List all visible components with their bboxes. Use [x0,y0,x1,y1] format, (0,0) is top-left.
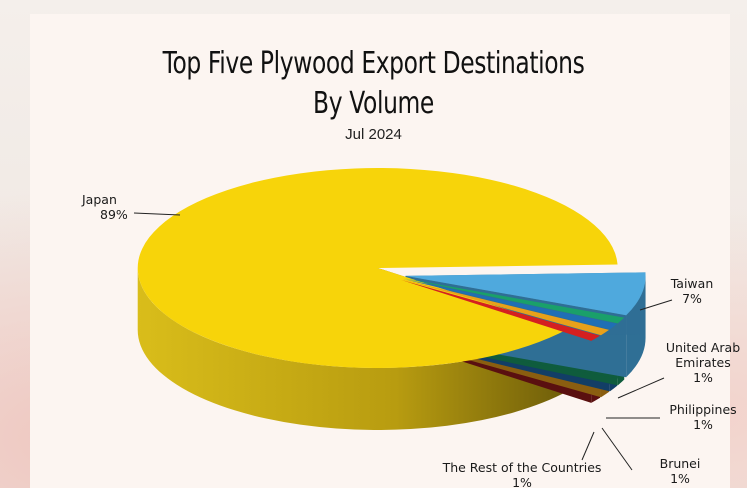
label-value: 1% [670,471,690,486]
label-taiwan: Taiwan 7% [670,276,714,306]
slice-taiwan [405,272,646,316]
label-value: 1% [693,417,713,432]
label-name: United Arab [666,340,740,355]
label-name: Philippines [669,402,736,417]
leader-line-japan [133,212,181,216]
label-value: 1% [693,370,713,385]
label-name: Emirates [675,355,730,370]
label-japan: Japan 89% [81,192,128,222]
label-name: Japan [81,192,117,207]
slice-united-arab-emirates [403,278,625,324]
slice-japan-side [137,268,568,431]
leader-line-united-arab-emirates [617,377,665,399]
label-united-arab-emirates: United Arab Emirates 1% [666,340,740,385]
slice-japan [137,168,618,368]
chart-title-line2: By Volume [313,86,434,121]
label-value: 1% [512,475,532,488]
label-name: Brunei [660,456,701,471]
slice-brunei [402,279,610,336]
leader-line-taiwan [639,299,673,311]
label-philippines: Philippines 1% [669,402,736,432]
label-value: 89% [100,207,128,222]
chart-title: Top Five Plywood Export Destinations [162,46,585,81]
label-the-rest-of-the-countries: The Rest of the Countries 1% [442,460,602,488]
label-brunei: Brunei 1% [660,456,701,486]
label-name: Taiwan [670,276,714,291]
slice-the-rest-of-the-countries [401,279,601,341]
chart-subtitle: Jul 2024 [345,126,402,143]
label-value: 7% [682,291,702,306]
leader-line-the-rest-of-the-countries [581,431,595,461]
slice-philippines [402,278,618,330]
label-name: The Rest of the Countries [442,460,602,475]
leader-line-brunei [601,427,633,471]
